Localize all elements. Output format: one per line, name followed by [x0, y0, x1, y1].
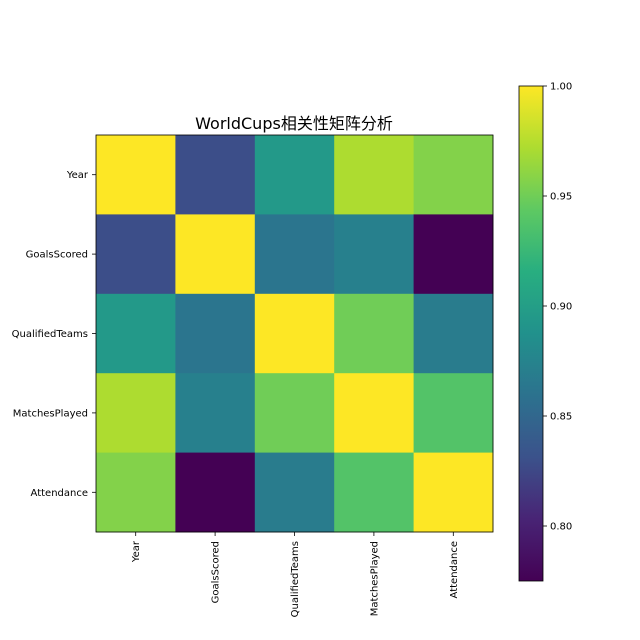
- heatmap-cell: [413, 293, 494, 374]
- colorbar: [519, 86, 543, 581]
- heatmap-cells: [96, 135, 494, 533]
- heatmap-cell: [175, 214, 256, 295]
- colorbar-tick-label: 0.80: [550, 522, 572, 533]
- heatmap-cell: [96, 373, 176, 453]
- heatmap-cell: [334, 452, 414, 533]
- y-axis: Year GoalsScored QualifiedTeams MatchesPlay…: [12, 170, 96, 499]
- heatmap-cell: [175, 293, 256, 374]
- heatmap-cell: [175, 373, 256, 453]
- y-tick-label: QualifiedTeams: [12, 329, 88, 340]
- heatmap-cell: [96, 293, 176, 374]
- colorbar-tick-label: 0.90: [550, 302, 572, 313]
- heatmap-cell: [334, 214, 414, 295]
- x-axis: Year GoalsScored QualifiedTeams MatchesPlay…: [131, 532, 460, 617]
- x-tick-label: GoalsScored: [211, 541, 222, 603]
- heatmap-cell: [254, 373, 335, 453]
- heatmap-cell: [175, 135, 256, 215]
- y-tick-label: Year: [66, 170, 89, 181]
- heatmap-cell: [254, 214, 335, 295]
- heatmap-cell: [254, 452, 335, 533]
- heatmap-cell: [413, 373, 494, 453]
- heatmap-cell: [334, 135, 414, 215]
- x-tick-label: QualifiedTeams: [290, 541, 301, 617]
- heatmap-cell: [413, 135, 494, 215]
- colorbar-tick-label: 0.95: [550, 192, 572, 203]
- colorbar-frame: [518, 85, 544, 582]
- heatmap-cell: [334, 293, 414, 374]
- x-tick-label: Attendance: [449, 541, 460, 598]
- heatmap-cell: [175, 452, 256, 533]
- colorbar-tick-label: 1.00: [550, 82, 572, 93]
- heatmap-cell: [334, 373, 414, 453]
- heatmap-cell: [254, 135, 335, 215]
- y-tick-label: GoalsScored: [26, 250, 88, 261]
- colorbar-tick-label: 0.85: [550, 412, 572, 423]
- heatmap-cell: [96, 214, 176, 295]
- x-tick-label: MatchesPlayed: [369, 541, 380, 616]
- y-tick-label: MatchesPlayed: [13, 408, 88, 419]
- heatmap-cell: [96, 452, 176, 533]
- x-tick-label: Year: [131, 540, 142, 563]
- heatmap-cell: [413, 452, 494, 533]
- chart-title: WorldCups相关性矩阵分析: [195, 114, 393, 133]
- heatmap-cell: [413, 214, 494, 295]
- colorbar-axis: 0.80 0.85 0.90 0.95 1.00: [543, 82, 572, 533]
- y-tick-label: Attendance: [31, 488, 88, 499]
- heatmap-cell: [254, 293, 335, 374]
- heatmap-cell: [96, 135, 176, 215]
